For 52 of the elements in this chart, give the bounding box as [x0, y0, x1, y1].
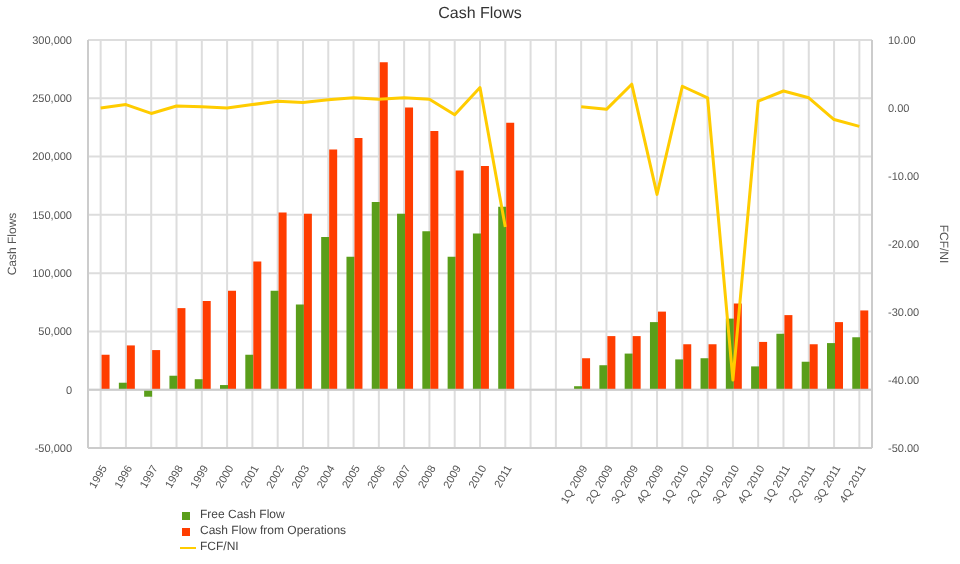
bar [472, 233, 481, 390]
bar [321, 237, 330, 390]
bar [599, 365, 608, 390]
bar [657, 311, 666, 390]
bar [329, 149, 338, 390]
bar [101, 354, 110, 390]
bar [834, 322, 843, 390]
bar [177, 308, 186, 390]
bar [632, 336, 641, 390]
bar [371, 202, 380, 390]
bar [295, 304, 304, 390]
bar [126, 345, 135, 390]
bar [506, 122, 515, 390]
bar [379, 62, 388, 390]
bar [405, 107, 414, 390]
bar [422, 231, 431, 390]
bar [447, 256, 456, 390]
bar [202, 301, 211, 390]
bar [759, 341, 768, 390]
bar [253, 261, 262, 390]
bar [270, 290, 279, 390]
bar [194, 379, 203, 390]
bar [354, 137, 363, 390]
bar [498, 206, 507, 390]
bar [607, 336, 616, 390]
bar [346, 256, 355, 390]
bar [860, 310, 869, 390]
bar [152, 350, 161, 390]
bar [430, 130, 439, 390]
bar [455, 170, 464, 390]
bar [303, 213, 312, 390]
bar [784, 315, 793, 390]
bar [751, 366, 760, 390]
chart-title: Cash Flows [436, 4, 524, 22]
bar [826, 343, 835, 390]
bar [228, 290, 237, 390]
bar [624, 353, 633, 390]
bar [809, 344, 818, 390]
bar [169, 375, 178, 390]
bar [700, 358, 709, 390]
bar [852, 337, 861, 390]
bar [708, 344, 717, 390]
bar [582, 358, 591, 390]
bar [245, 354, 254, 390]
bar [801, 361, 810, 390]
bar [649, 322, 658, 390]
bar [480, 165, 489, 390]
bar [683, 344, 692, 390]
bar [675, 359, 684, 390]
bar [278, 212, 287, 390]
bar [776, 333, 785, 390]
bar [397, 213, 406, 390]
